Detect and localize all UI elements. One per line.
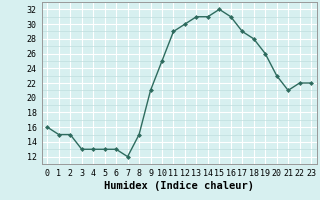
X-axis label: Humidex (Indice chaleur): Humidex (Indice chaleur): [104, 181, 254, 191]
